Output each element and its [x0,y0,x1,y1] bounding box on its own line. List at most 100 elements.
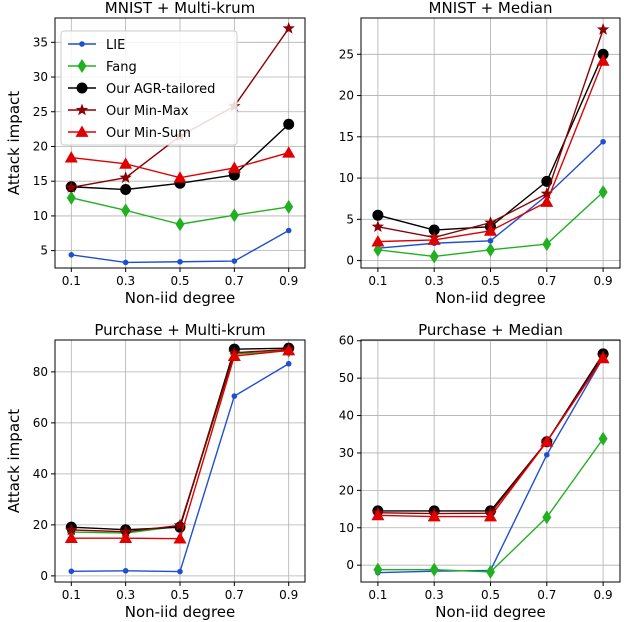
data-point [371,220,385,232]
data-point [540,195,554,207]
data-point [427,510,441,522]
y-tick-label: 20 [33,518,48,532]
data-point [598,431,608,446]
x-tick-label: 0.5 [481,588,500,602]
y-tick-label: 5 [40,244,48,258]
y-tick-label: 40 [33,467,48,481]
data-point [119,531,133,544]
data-point [486,564,495,579]
y-tick-label: 0 [346,254,354,268]
x-tick-label: 0.3 [425,588,444,602]
data-point [119,525,132,538]
data-point [285,227,292,234]
y-axis-label: Attack impact [5,91,23,195]
x-axis-label: Non-iid degree [125,289,236,307]
legend-label: Fang [106,60,137,75]
legend-marker [79,41,85,47]
data-point [600,138,606,145]
legend-label: Our AGR-tailored [106,82,215,97]
x-tick-label: 0.9 [594,274,613,288]
x-axis-label: Non-iid degree [435,603,546,621]
data-point [284,199,294,214]
data-point [173,532,187,544]
data-point [282,146,296,158]
data-point [487,237,494,244]
data-point [173,171,187,183]
y-tick-label: 20 [339,483,354,497]
data-point [282,21,295,34]
data-point [427,233,441,245]
legend-marker [75,103,89,116]
data-point [64,151,78,163]
data-point [484,510,497,522]
data-point [285,360,292,367]
y-tick-label: 10 [339,521,354,535]
data-point [229,208,239,223]
data-point [283,118,295,130]
y-tick-label: 25 [339,47,354,61]
y-tick-label: 10 [339,171,354,185]
data-point [484,224,497,236]
legend-label: Our Min-Max [106,104,189,119]
x-tick-label: 0.5 [170,274,189,288]
data-point [119,157,133,169]
data-point [66,190,76,205]
data-point [486,242,495,257]
data-point [120,184,132,196]
chart-title: MNIST + Median [429,0,553,17]
data-point [596,351,610,364]
data-point [175,217,185,232]
y-tick-label: 80 [33,365,48,379]
x-tick-label: 0.3 [425,274,444,288]
chart-panel-4: 0.1 0.3 0.5 0.7 0.9 0 10 20 30 40 50 60 Purchase + M… [339,321,621,621]
data-point [121,203,131,218]
y-tick-label: 10 [33,209,48,223]
data-point [122,567,129,574]
y-tick-label: 15 [33,174,48,188]
y-tick-label: 15 [339,130,354,144]
y-tick-label: 40 [339,409,354,423]
x-tick-label: 0.3 [116,274,135,288]
data-point [227,349,241,361]
data-point [282,343,296,356]
y-tick-label: 25 [33,105,48,119]
x-tick-label: 0.7 [537,588,556,602]
y-tick-label: 5 [346,212,354,226]
x-axis-label: Non-iid degree [125,603,236,621]
x-tick-label: 0.9 [279,274,298,288]
legend-label: LIE [106,38,125,53]
y-tick-label: 20 [339,89,354,103]
chart-panel-2: 0.1 0.3 0.5 0.7 0.9 0 5 10 15 20 25 MNIST + Median N… [339,0,621,307]
chart-title: MNIST + Multi-krum [105,0,255,17]
data-point [68,568,75,575]
y-tick-label: 60 [33,416,48,430]
chart-panel-3: 0.1 0.3 0.5 0.7 0.9 0 20 40 60 80 Purchase + Multi… [5,321,306,621]
chart-title: Purchase + Median [418,321,563,339]
y-tick-label: 60 [339,334,354,348]
data-point [596,23,610,35]
data-point [231,258,238,264]
y-tick-label: 20 [33,139,48,153]
data-point [227,161,241,173]
data-point [177,258,183,265]
data-point [371,508,385,521]
chart-panel-1: 0.1 0.3 0.5 0.7 0.9 5 10 15 20 25 30 35 MNIST + Mult… [5,0,306,307]
x-tick-label: 0.9 [594,588,613,602]
x-axis-label: Non-iid degree [435,289,546,307]
x-tick-label: 0.9 [279,588,298,602]
x-tick-label: 0.7 [225,588,244,602]
data-point [373,562,383,577]
data-point [429,249,439,264]
legend-marker [77,59,87,73]
y-tick-label: 0 [40,569,48,583]
data-point [173,518,187,531]
x-tick-label: 0.7 [225,274,244,288]
data-point [484,216,497,228]
y-tick-label: 0 [346,558,354,572]
data-point [177,568,183,575]
legend-label: Our Min-Sum [106,126,191,141]
data-point [231,393,238,399]
legend: LIE Fang Our AGR-tailored Our Min-Max Our Mi… [60,30,238,146]
data-point [65,180,78,193]
